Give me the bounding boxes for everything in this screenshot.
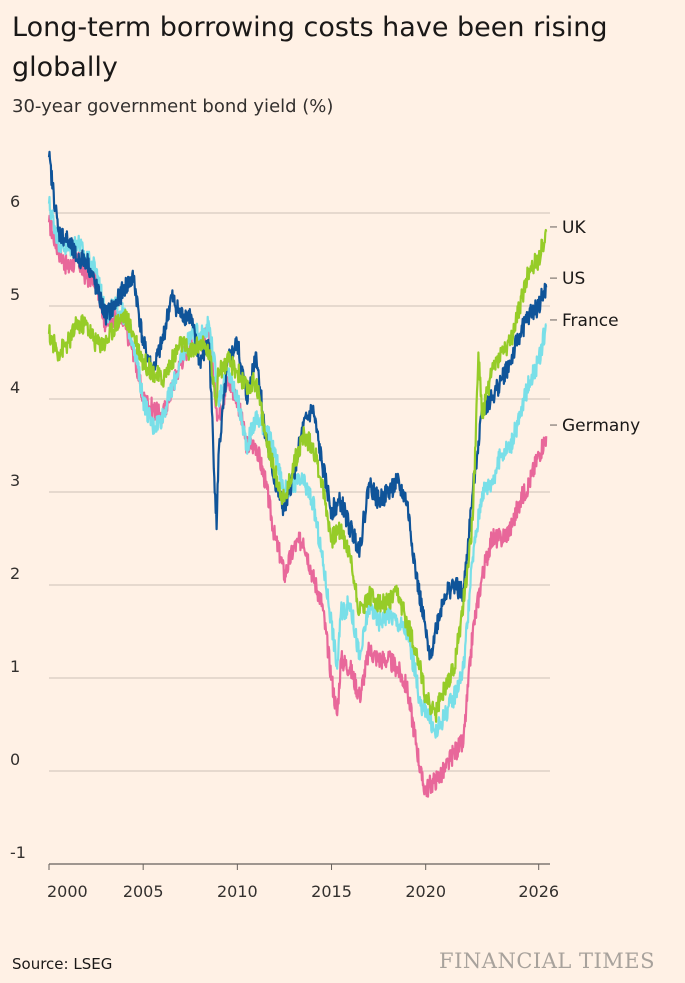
series-line-us [47, 150, 548, 661]
y-tick-label: -1 [10, 843, 26, 862]
x-tick-label: 2015 [311, 882, 352, 901]
chart-subtitle: 30-year government bond yield (%) [12, 96, 334, 117]
x-tick-label: 2000 [47, 882, 88, 901]
series-label-uk: UK [562, 218, 586, 238]
y-tick-label: 2 [10, 564, 20, 583]
source-note: Source: LSEG [12, 955, 113, 973]
gridlines [49, 212, 550, 865]
y-tick-label: 1 [10, 657, 20, 676]
y-tick-label: 5 [10, 285, 20, 304]
y-tick-label: 4 [10, 378, 20, 397]
x-axis: 2000 2005 2010 2015 2020 2026 [47, 864, 559, 901]
y-tick-label: 6 [10, 192, 20, 211]
series-end-labels: UK US France Germany [550, 218, 640, 436]
series-label-germany: Germany [562, 416, 640, 436]
series-label-france: France [562, 311, 619, 331]
x-tick-label: 2020 [405, 882, 446, 901]
series-line-germany [47, 214, 548, 798]
y-tick-label: 3 [10, 471, 20, 490]
x-tick-label: 2005 [123, 882, 164, 901]
publisher-logo: FINANCIAL TIMES [439, 949, 655, 973]
y-tick-label: 0 [10, 750, 20, 769]
y-axis-ticks: -1 0 1 2 3 4 5 6 [10, 192, 26, 862]
series-line-france [47, 195, 547, 739]
page-title: Long-term borrowing costs have been risi… [12, 12, 608, 83]
x-tick-label: 2026 [518, 882, 559, 901]
series-line-uk [47, 228, 548, 723]
x-tick-label: 2010 [217, 882, 258, 901]
series-lines [47, 150, 548, 798]
series-label-us: US [562, 269, 585, 289]
